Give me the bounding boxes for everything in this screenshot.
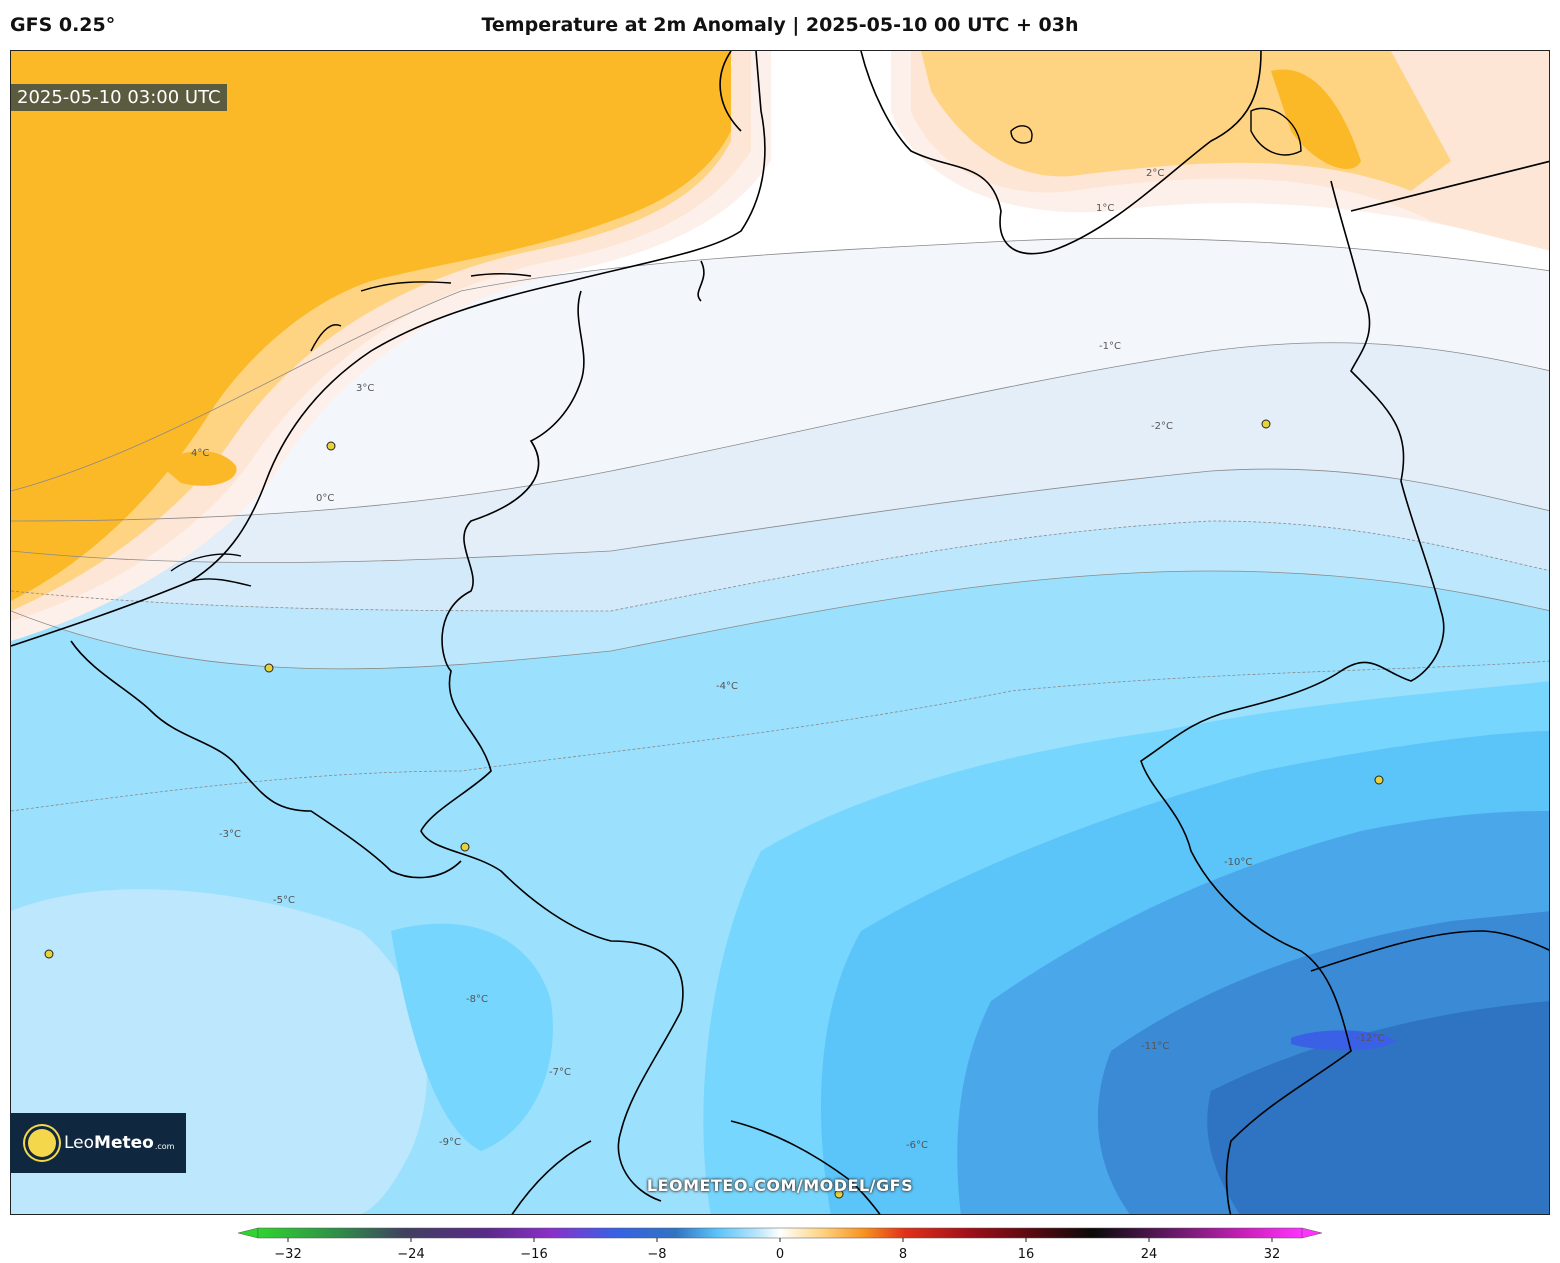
colorbar-tick-label: −16 [520,1247,547,1262]
contour-label: 2°C [1146,168,1164,179]
map-title: Temperature at 2m Anomaly | 2025-05-10 0… [481,14,1079,36]
contour-label: 4°C [191,448,209,459]
colorbar-tick-label: −32 [274,1247,301,1262]
contour-label: -8°C [466,994,488,1005]
contour-label: -11°C [1141,1041,1169,1052]
brand-name: LeoMeteo [64,1133,154,1153]
colorbar-tick-label: −8 [647,1247,666,1262]
contour-label: -6°C [906,1140,928,1151]
contour-label: -1°C [1099,341,1121,352]
contour-label: -3°C [219,829,241,840]
map-view[interactable]: 4°C 3°C 2°C 1°C 0°C -1°C -2°C -3°C -4°C … [10,50,1550,1215]
sun-icon [28,1129,56,1157]
anomaly-field: 4°C 3°C 2°C 1°C 0°C -1°C -2°C -3°C -4°C … [11,51,1549,1214]
contour-label: -2°C [1151,421,1173,432]
contour-label: -4°C [716,681,738,692]
contour-label: -12°C [1356,1033,1384,1044]
colorbar-tick-label: 8 [899,1247,907,1262]
colorbar-tick-label: 24 [1141,1247,1158,1262]
contour-label: 3°C [356,383,374,394]
contour-label: -10°C [1224,857,1252,868]
contour-label: 0°C [316,493,334,504]
valid-time-badge: 2025-05-10 03:00 UTC [11,84,227,111]
contour-label: -5°C [273,895,295,906]
model-name: GFS 0.25° [10,14,116,36]
brand-suffix: .com [154,1141,175,1151]
colorbar-tick-label: −24 [397,1247,424,1262]
contour-label: -9°C [439,1137,461,1148]
colorbar-tick-label: 0 [776,1247,784,1262]
brand-logo[interactable]: LeoMeteo .com [10,1113,186,1173]
colorbar-tick-label: 16 [1018,1247,1035,1262]
colorbar-tick-label: 32 [1264,1247,1281,1262]
contour-label: -7°C [549,1067,571,1078]
source-watermark: LEOMETEO.COM/MODEL/GFS [646,1176,914,1195]
contour-label: 1°C [1096,203,1114,214]
colorbar: −32 −24 −16 −8 0 8 16 24 32 [237,1227,1323,1262]
